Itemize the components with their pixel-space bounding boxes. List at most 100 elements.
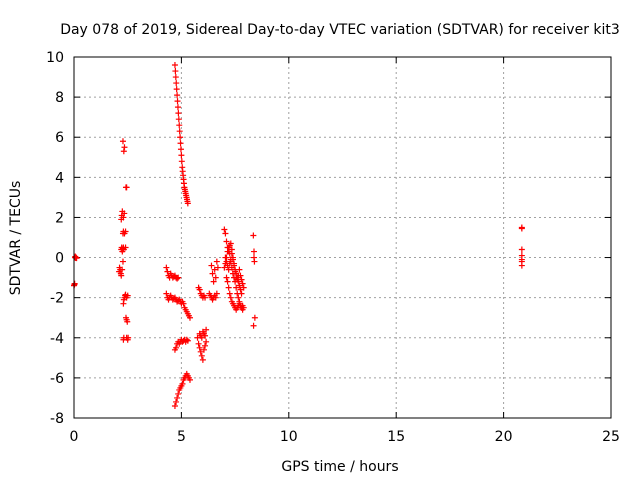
data-point [223, 238, 230, 245]
x-tick-label: 5 [177, 429, 186, 445]
data-point [240, 284, 247, 291]
y-tick-label: -2 [50, 291, 64, 307]
y-axis-label: SDTVAR / TECUs [8, 181, 24, 296]
data-point [176, 122, 183, 129]
data-point [202, 294, 209, 301]
data-point [232, 268, 239, 275]
data-point [221, 226, 228, 233]
data-point [124, 292, 131, 299]
y-tick-label: 4 [55, 170, 64, 186]
data-point [208, 262, 215, 269]
data-point [122, 244, 129, 251]
data-point [198, 352, 205, 359]
x-tick-labels: 0 5 10 15 20 25 [70, 429, 620, 445]
data-point [199, 356, 206, 363]
data-point [118, 212, 125, 219]
y-tick-label: 0 [55, 251, 64, 267]
data-point [196, 286, 203, 293]
data-points [71, 62, 525, 409]
data-point [231, 262, 238, 269]
data-point [176, 128, 183, 135]
data-point [171, 62, 178, 69]
data-point [211, 266, 218, 273]
data-point [178, 158, 185, 165]
data-point [228, 250, 235, 257]
x-tick-label: 15 [387, 429, 405, 445]
data-point [226, 290, 233, 297]
data-point [250, 232, 257, 239]
data-point [196, 344, 203, 351]
data-point [227, 294, 234, 301]
data-point [178, 152, 185, 159]
data-point [223, 258, 230, 265]
x-tick-label: 10 [280, 429, 298, 445]
data-point [163, 290, 170, 297]
data-point [175, 274, 182, 281]
data-point [210, 278, 217, 285]
data-point [183, 336, 190, 343]
data-point [177, 140, 184, 147]
data-point [203, 338, 210, 345]
data-point [225, 284, 232, 291]
data-point [163, 264, 170, 271]
data-point [195, 340, 202, 347]
data-point [119, 266, 126, 273]
data-point [119, 138, 126, 145]
data-point [121, 144, 128, 151]
data-point [233, 284, 240, 291]
data-point [235, 294, 242, 301]
data-point [177, 146, 184, 153]
y-tick-label: 2 [55, 210, 64, 226]
data-point [171, 402, 178, 409]
data-point [184, 337, 191, 344]
data-point [229, 256, 236, 263]
data-point [173, 86, 180, 93]
data-point [175, 110, 182, 117]
data-point [200, 346, 207, 353]
x-tick-label: 25 [602, 429, 620, 445]
data-point [119, 208, 126, 215]
data-point [202, 332, 209, 339]
data-point [224, 278, 231, 285]
data-point [177, 134, 184, 141]
data-point [122, 228, 129, 235]
data-point [175, 390, 182, 397]
data-point [203, 326, 210, 333]
data-point [173, 398, 180, 405]
y-tick-label: -8 [50, 411, 64, 427]
data-point [238, 276, 245, 283]
data-point [186, 376, 193, 383]
y-tick-label: 10 [46, 50, 64, 66]
x-tick-label: 20 [495, 429, 513, 445]
data-point [73, 255, 80, 262]
data-point [222, 254, 229, 261]
data-point [180, 300, 187, 307]
data-point [236, 266, 243, 273]
data-point [237, 272, 244, 279]
data-point [123, 184, 130, 191]
y-tick-label: -6 [50, 371, 64, 387]
data-point [518, 262, 525, 269]
plot-frame [73, 56, 612, 419]
data-point [239, 280, 246, 287]
data-point [227, 240, 234, 247]
chart-title: Day 078 of 2019, Sidereal Day-to-day VTE… [60, 22, 620, 38]
data-point [214, 264, 221, 271]
data-point [198, 334, 205, 341]
y-tick-label: 8 [55, 90, 64, 106]
data-point [212, 294, 219, 301]
grid-lines [74, 57, 611, 418]
data-point [237, 286, 244, 293]
data-point [239, 302, 246, 309]
data-point [222, 230, 229, 237]
data-point [251, 248, 258, 255]
data-point [518, 225, 525, 232]
data-point [186, 314, 193, 321]
data-point [71, 280, 78, 287]
data-point [213, 258, 220, 265]
data-point [251, 254, 258, 261]
data-point [225, 248, 232, 255]
data-point [173, 344, 180, 351]
